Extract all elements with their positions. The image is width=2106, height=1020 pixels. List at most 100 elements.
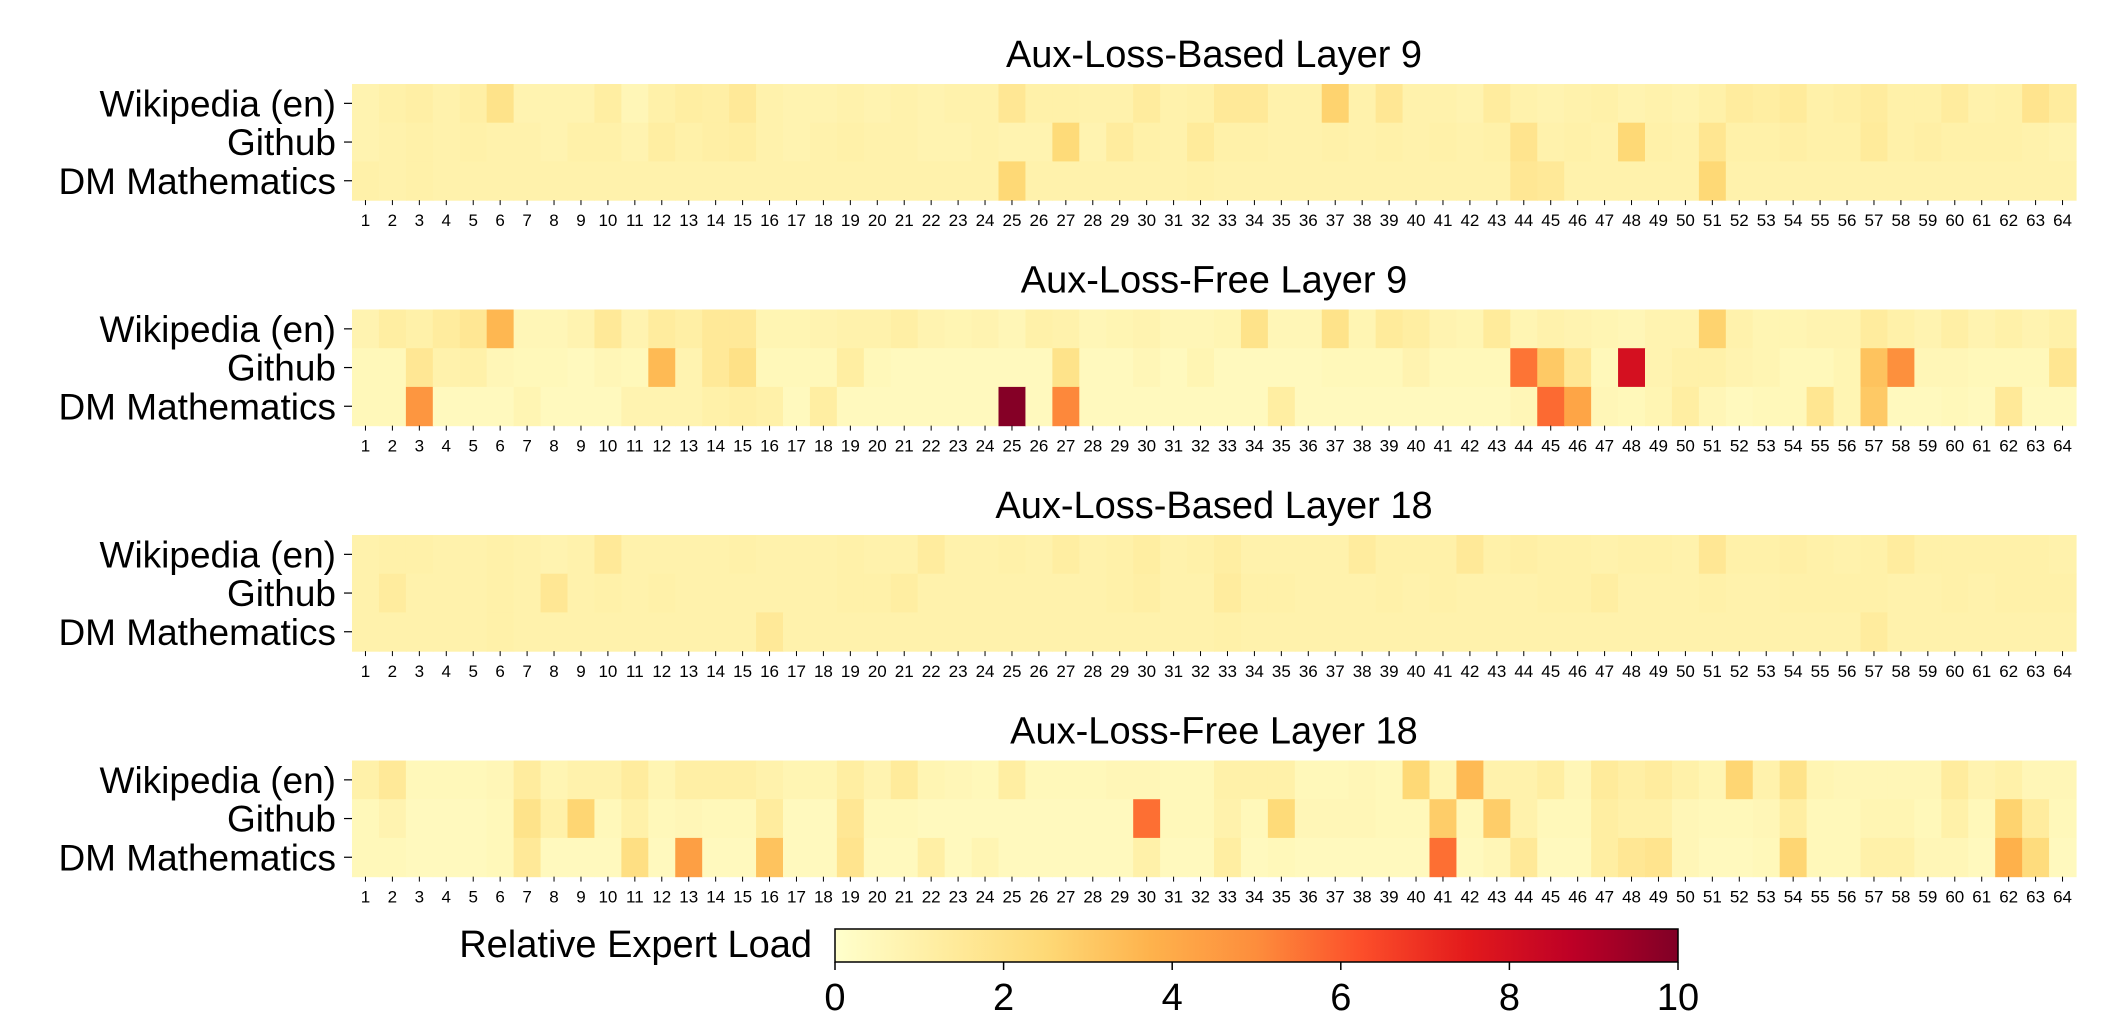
heatmap-cell [1294,386,1323,427]
heatmap-cell [621,535,649,575]
heatmap-cell [863,84,892,124]
heatmap-cell [1725,84,1754,124]
heatmap-cell [944,799,973,839]
heatmap-cell [1752,535,1781,575]
heatmap-cell [1779,837,1808,878]
column-label: 5 [468,437,477,456]
heatmap-cell [1968,612,1996,652]
row-label: Wikipedia (en) [100,760,336,801]
column-label: 41 [1434,888,1453,907]
heatmap-cell [567,837,596,878]
column-label: 1 [361,437,370,456]
heatmap-cell [1860,122,1889,162]
heatmap-cell [1671,161,1700,201]
heatmap-cell [1806,760,1835,800]
heatmap-cell [352,84,380,124]
column-label: 59 [1918,211,1937,230]
heatmap-cell [1887,612,1915,652]
heatmap-cell [836,348,865,388]
heatmap-cell [486,386,515,427]
column-label: 28 [1083,888,1102,907]
heatmap-cell [1133,309,1161,349]
column-label: 34 [1245,437,1264,456]
heatmap-cell [594,84,622,124]
heatmap-cell [756,84,784,124]
heatmap-cell [1160,535,1188,575]
heatmap-cell [594,760,622,800]
heatmap-cell [1537,612,1565,652]
heatmap-cell [836,799,865,839]
heatmap-cell [863,122,892,162]
column-label: 2 [388,211,397,230]
heatmap-cell [836,535,865,575]
heatmap-cell [1725,386,1754,427]
heatmap-cell [486,309,515,349]
heatmap-cell [513,386,542,427]
heatmap-cell [1941,612,1969,652]
heatmap-cell [1348,348,1377,388]
heatmap-cell [1187,309,1215,349]
heatmap-cell [756,760,784,800]
heatmap-cell [1106,84,1134,124]
column-label: 53 [1757,211,1776,230]
heatmap-cell [1025,161,1053,201]
heatmap-cell [1833,760,1862,800]
column-label: 52 [1730,211,1749,230]
heatmap-cell [1160,348,1188,388]
heatmap-cell [594,535,622,575]
heatmap-cell [1752,573,1781,613]
heatmap-cell [1483,309,1511,349]
heatmap-cell [459,84,488,124]
heatmap-cell [1698,122,1727,162]
column-label: 44 [1514,888,1533,907]
heatmap-cell [1294,84,1323,124]
heatmap-cell [836,760,865,800]
column-label: 59 [1918,437,1937,456]
heatmap-cell [1214,837,1242,878]
heatmap-cell [998,760,1027,800]
heatmap-cell [1079,799,1107,839]
heatmap-cell [1968,573,1996,613]
column-label: 52 [1730,662,1749,681]
heatmap-cell [783,84,811,124]
heatmap-cell [1671,760,1700,800]
heatmap-cell [1294,612,1323,652]
heatmap-cell [405,348,434,388]
heatmap-cell [863,309,892,349]
heatmap-cell [1456,161,1484,201]
column-label: 46 [1568,437,1587,456]
heatmap-cell [486,799,515,839]
heatmap-cell [1402,161,1431,201]
heatmap-cell [1860,573,1889,613]
heatmap-cell [513,535,542,575]
heatmap-cell [1779,161,1808,201]
column-label: 18 [814,437,833,456]
heatmap-cell [998,348,1027,388]
heatmap-cell [513,161,542,201]
heatmap-cell [567,386,596,427]
heatmap-cell [1671,612,1700,652]
heatmap-cell [1402,348,1431,388]
heatmap-cell [1079,348,1107,388]
heatmap-cell [729,612,757,652]
column-label: 48 [1622,662,1641,681]
heatmap-cell [783,612,811,652]
heatmap-cell [1321,122,1350,162]
heatmap-cell [1240,573,1269,613]
heatmap-cell [1860,348,1889,388]
heatmap-cell [1752,122,1781,162]
heatmap-cell [1160,309,1188,349]
heatmap-cell [1671,837,1700,878]
column-label: 29 [1110,888,1129,907]
heatmap-cell [594,386,622,427]
heatmap-cell [944,309,973,349]
heatmap-cell [702,535,730,575]
heatmap-cell [1160,84,1188,124]
heatmap-cell [1402,84,1431,124]
heatmap-cell [702,122,730,162]
heatmap-cell [1160,760,1188,800]
heatmap-cell [890,309,919,349]
heatmap-cell [1321,799,1350,839]
heatmap-cell [1860,535,1889,575]
